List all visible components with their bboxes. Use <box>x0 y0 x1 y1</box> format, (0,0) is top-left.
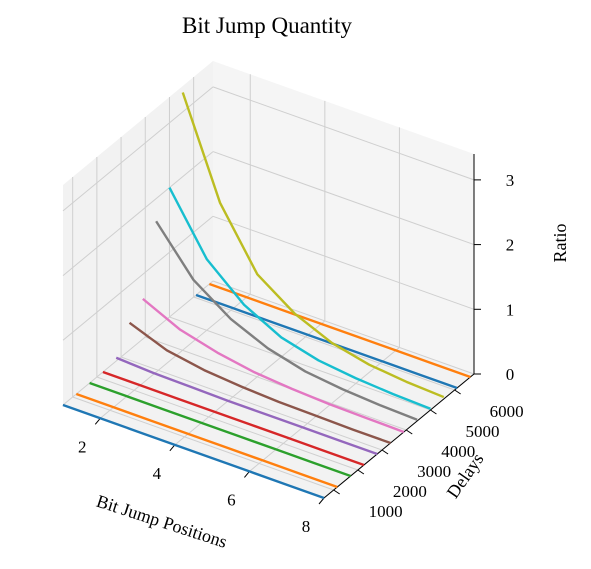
x-tick-label: 2 <box>78 437 87 456</box>
gridline-z-left <box>62 151 214 276</box>
gridline-z-left <box>62 280 214 406</box>
z-tick-label: 3 <box>506 171 515 190</box>
y-tick-mark <box>454 389 461 395</box>
gridline-y-floor <box>169 316 431 411</box>
gridline-z-back <box>212 215 475 310</box>
x-tick-mark <box>318 497 325 505</box>
x-tick-label: 8 <box>302 517 311 536</box>
y-tick-label: 5000 <box>465 422 499 441</box>
series-line <box>115 356 378 456</box>
gridline-z-back <box>212 151 475 246</box>
z-tick-label: 0 <box>506 365 515 384</box>
x-tick-mark <box>94 417 101 425</box>
gridline-y-floor <box>72 396 334 491</box>
x-tick-label: 6 <box>227 490 236 509</box>
y-tick-label: 2000 <box>393 482 427 501</box>
series-line <box>168 187 431 410</box>
series-line <box>155 220 418 421</box>
y-tick-label: 6000 <box>490 402 524 421</box>
series-line <box>208 282 471 379</box>
floor-pane <box>63 281 474 498</box>
y-tick-label: 4000 <box>441 442 475 461</box>
chart-title: Bit Jump Quantity <box>182 13 352 38</box>
y-axis-line <box>323 373 475 499</box>
axis-panes <box>63 61 474 498</box>
series-line <box>102 370 365 467</box>
series-line <box>181 92 445 399</box>
series-line <box>89 381 352 478</box>
y-tick-mark <box>430 409 437 415</box>
series-line <box>195 293 458 390</box>
left-pane <box>63 61 213 405</box>
x-tick-mark <box>244 471 250 478</box>
z-tick-label: 1 <box>506 300 515 319</box>
gridline-z-back <box>212 86 475 181</box>
x-axis-label: Bit Jump Positions <box>94 491 230 552</box>
y-tick-mark <box>333 489 340 495</box>
gridline-z-left <box>62 215 214 341</box>
y-tick-mark <box>381 449 389 455</box>
y-tick-mark <box>357 469 365 475</box>
z-tick-label: 2 <box>506 236 515 255</box>
gridline-y-floor <box>96 376 359 471</box>
gridline-y-floor <box>145 336 407 431</box>
y-tick-label: 1000 <box>369 502 403 521</box>
y-tick-label: 3000 <box>417 462 451 481</box>
x-tick-label: 4 <box>153 464 162 483</box>
series-line <box>62 403 325 500</box>
z-axis-label: Ratio <box>550 224 570 263</box>
series-line <box>142 297 405 434</box>
gridline-y-floor <box>120 356 383 451</box>
gridline-x-floor <box>174 320 326 446</box>
series-lines <box>62 92 471 500</box>
x-tick-mark <box>169 444 176 452</box>
gridline-y-floor <box>193 296 455 391</box>
gridline-z-back <box>212 280 475 375</box>
y-tick-mark <box>405 429 413 435</box>
series-line <box>75 392 338 489</box>
series-line <box>128 321 391 445</box>
